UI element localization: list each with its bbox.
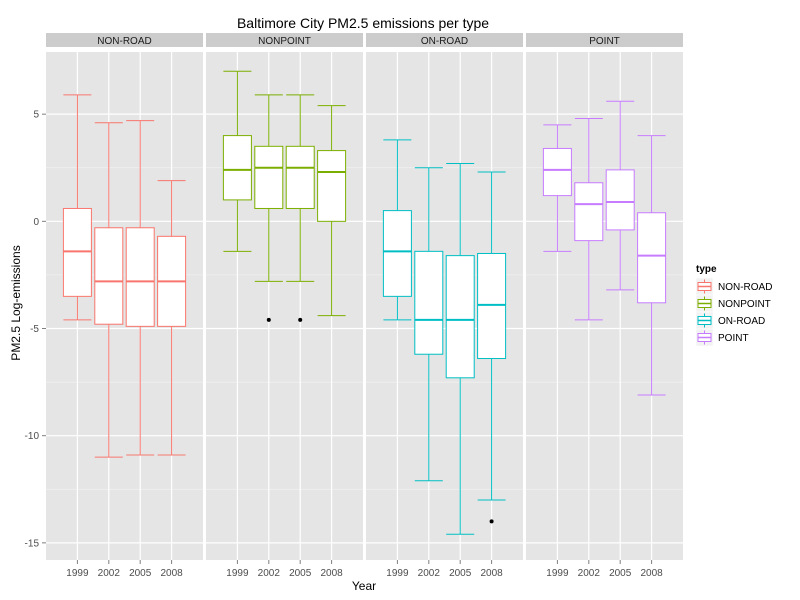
facet-panels: NON-ROAD 1999 2002 2005 2008 NONPOINT 1999 2002… (46, 33, 683, 579)
legend-title: type (696, 264, 717, 275)
y-axis-title: PM2.5 Log-emissions (9, 245, 23, 360)
legend-entry-on-road: ON-ROAD (695, 311, 765, 330)
iqr-box (414, 250, 444, 355)
facet-label: NON-ROAD (97, 36, 151, 47)
panel-background (206, 52, 363, 560)
chart-title: Baltimore City PM2.5 emissions per type (237, 15, 489, 31)
box-point-1999 (542, 124, 572, 252)
x-tick-label: 2002 (578, 568, 601, 579)
panel-non-road: NON-ROAD 1999 2002 2005 2008 (46, 33, 203, 579)
x-tick-label: 2002 (98, 568, 121, 579)
box-non-road-2005 (125, 120, 155, 456)
x-tick-label: 2005 (609, 568, 632, 579)
facet-strip (206, 33, 363, 47)
x-tick-label: 2005 (449, 568, 472, 579)
x-tick-label: 2002 (258, 568, 281, 579)
iqr-box (94, 227, 124, 325)
panel-point: POINT 1999 2002 2005 2008 (526, 33, 683, 579)
facet-label: POINT (589, 36, 620, 47)
box-on-road-2002 (414, 167, 444, 482)
outlier-point (489, 519, 494, 524)
x-tick-label: 2005 (289, 568, 312, 579)
iqr-box (317, 150, 347, 222)
box-on-road-2005 (445, 162, 475, 535)
box-point-2005 (605, 100, 635, 291)
box-non-road-2002 (94, 122, 124, 458)
box-nonpoint-1999 (222, 70, 252, 252)
iqr-box (574, 182, 604, 242)
iqr-box (477, 252, 507, 360)
panel-background (526, 52, 683, 560)
box-on-road-2008 (477, 171, 507, 524)
y-axis: 5 0 -5 -10 -15 (25, 110, 46, 549)
iqr-box (445, 255, 475, 379)
legend-entry-non-road: NON-ROAD (695, 277, 772, 296)
legend-label: NONPOINT (718, 299, 771, 310)
facet-strip (46, 33, 203, 47)
iqr-box (125, 227, 155, 327)
facet-strip (526, 33, 683, 47)
box-nonpoint-2008 (317, 105, 347, 317)
box-point-2008 (637, 135, 667, 396)
x-axis-title: Year (352, 579, 376, 593)
y-tick-label: -5 (30, 324, 39, 335)
box-non-road-1999 (62, 94, 92, 321)
legend-entry-point: POINT (695, 328, 749, 347)
iqr-box (254, 145, 284, 209)
x-tick-label: 1999 (546, 568, 569, 579)
iqr-box (542, 147, 572, 197)
iqr-box (637, 212, 667, 304)
facet-label: ON-ROAD (421, 36, 468, 47)
x-tick-label: 2008 (640, 568, 663, 579)
iqr-box (382, 210, 412, 297)
legend-entry-nonpoint: NONPOINT (695, 294, 771, 313)
x-tick-label: 1999 (226, 568, 249, 579)
iqr-box (605, 169, 635, 231)
x-tick-label: 1999 (386, 568, 409, 579)
x-tick-label: 1999 (66, 568, 89, 579)
box-on-road-1999 (382, 139, 412, 321)
legend-label: POINT (718, 333, 749, 344)
outlier-point (298, 317, 303, 322)
panel-nonpoint: NONPOINT 1999 2002 2005 2008 (206, 33, 363, 579)
facet-label: NONPOINT (258, 36, 311, 47)
outlier-point (266, 317, 271, 322)
iqr-box (222, 135, 252, 201)
box-nonpoint-2005 (285, 94, 315, 322)
x-tick-label: 2008 (160, 568, 183, 579)
x-tick-label: 2005 (129, 568, 152, 579)
y-tick-label: -10 (25, 431, 40, 442)
facet-strip (366, 33, 523, 47)
y-tick-label: 5 (33, 110, 39, 121)
legend-label: NON-ROAD (718, 282, 772, 293)
iqr-box (62, 207, 92, 297)
x-tick-label: 2008 (480, 568, 503, 579)
box-point-2002 (574, 117, 604, 321)
y-tick-label: -15 (25, 538, 40, 549)
x-tick-label: 2002 (418, 568, 441, 579)
iqr-box (285, 145, 315, 209)
box-non-road-2008 (157, 180, 187, 456)
box-nonpoint-2002 (254, 94, 284, 322)
y-tick-label: 0 (33, 217, 39, 228)
panel-on-road: ON-ROAD 1999 2002 2005 2008 (366, 33, 523, 579)
x-tick-label: 2008 (320, 568, 343, 579)
legend-label: ON-ROAD (718, 316, 765, 327)
